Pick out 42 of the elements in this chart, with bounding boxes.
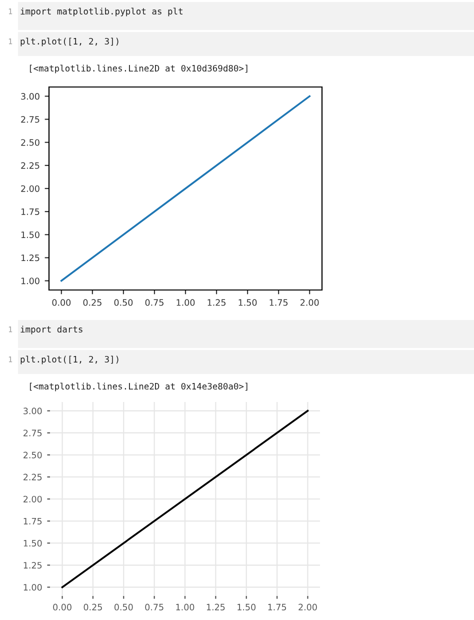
x-tick-label: 0.00 <box>52 299 71 306</box>
x-tick-label: 1.00 <box>176 604 194 610</box>
x-tick-label: 2.00 <box>298 604 317 610</box>
y-tick-label: 2.25 <box>24 474 42 480</box>
x-tick-label: 1.25 <box>206 604 225 610</box>
y-tick-label: 1.00 <box>24 584 42 591</box>
y-tick-label: 2.75 <box>24 430 42 436</box>
x-tick-label: 2.00 <box>300 299 319 306</box>
x-tick-label: 0.25 <box>83 299 102 306</box>
x-tick-label: 1.50 <box>238 299 257 306</box>
y-tick-label: 2.00 <box>21 185 40 192</box>
text: [<matplotlib.lines.Line2D at 0x14e3e80a0>] <box>30 382 248 392</box>
y-tick-label: 1.75 <box>24 518 42 524</box>
y-tick-label: 1.00 <box>21 278 40 284</box>
x-tick-label: 0.25 <box>84 604 102 610</box>
x-tick-label: 1.75 <box>270 299 288 306</box>
x-tick-label: 1.75 <box>268 604 286 610</box>
x-tick-label: 0.50 <box>114 299 133 306</box>
y-tick-label: 2.00 <box>24 496 42 502</box>
text: import darts <box>20 326 82 334</box>
y-tick-label: 1.50 <box>24 540 42 547</box>
x-tick-label: 1.25 <box>208 299 226 306</box>
text: import matplotlib.pyplot as plt <box>20 8 182 16</box>
text: plt.plot([1, 2, 3]) <box>20 356 118 364</box>
x-tick-label: 0.50 <box>114 604 133 610</box>
y-tick-label: 3.00 <box>24 408 42 414</box>
y-tick-label: 1.25 <box>21 254 40 262</box>
y-tick-label: 2.75 <box>21 116 40 123</box>
y-tick-label: 1.25 <box>24 562 42 569</box>
x-tick-label: 1.00 <box>176 299 195 306</box>
x-tick-label: 0.75 <box>145 299 164 306</box>
x-tick-label: 0.00 <box>53 604 72 610</box>
text: [<matplotlib.lines.Line2D at 0x10d369d80>] <box>30 64 248 74</box>
x-tick-label: 1.50 <box>238 604 256 610</box>
y-tick-label: 2.50 <box>24 452 42 458</box>
y-tick-label: 1.50 <box>21 231 40 238</box>
text: plt.plot([1, 2, 3]) <box>20 38 118 46</box>
y-tick-label: 3.00 <box>21 93 40 100</box>
y-tick-label: 2.25 <box>21 162 40 169</box>
x-tick-label: 0.75 <box>145 604 164 610</box>
y-tick-label: 2.50 <box>21 139 40 146</box>
y-tick-label: 1.75 <box>21 208 40 216</box>
